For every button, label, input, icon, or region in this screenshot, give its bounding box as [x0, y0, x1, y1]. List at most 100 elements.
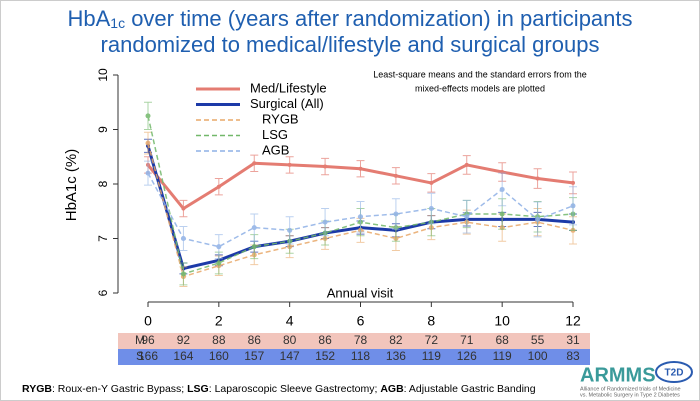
data-point [464, 214, 470, 220]
data-point [464, 162, 469, 167]
legend-label: Med/Lifestyle [250, 80, 327, 95]
series [144, 160, 577, 260]
y-tick-label: 6 [96, 289, 110, 296]
data-point [535, 176, 540, 181]
data-point [145, 140, 151, 146]
logo-badge [655, 361, 693, 383]
table-cell: 166 [138, 349, 158, 363]
data-point [287, 227, 293, 233]
data-point [393, 173, 398, 178]
table-cell: 136 [386, 349, 406, 363]
title-prefix: HbA [67, 6, 110, 31]
table-cell: 78 [354, 333, 368, 347]
title-rest: over time (years after randomization) in… [125, 6, 632, 31]
logo: ARMMS T2D Alliance of Randomized trials … [580, 361, 693, 398]
table-cell: 82 [389, 333, 403, 347]
table-cell: 152 [315, 349, 335, 363]
data-point [180, 271, 186, 277]
title-line-1: HbA1c over time (years after randomizati… [67, 6, 632, 31]
table-cell: 88 [212, 333, 226, 347]
y-axis-label: HbA1c (%) [63, 149, 80, 222]
table-row-label: S [136, 349, 144, 363]
footnote-desc: : Roux-en-Y Gastric Bypass; [52, 383, 187, 395]
table-cell: 147 [280, 349, 300, 363]
annotation: Least-square means and the standard erro… [373, 69, 587, 79]
table-cell: 96 [141, 333, 155, 347]
table-cell: 71 [460, 333, 474, 347]
data-point [499, 211, 505, 217]
table-cell: 100 [528, 349, 548, 363]
data-point [535, 216, 541, 222]
table-cell: 157 [244, 349, 264, 363]
data-point [251, 225, 257, 231]
table-cell: 118 [351, 349, 370, 363]
table-cell: 72 [425, 333, 439, 347]
table-row-label: M [135, 333, 145, 347]
data-point [145, 170, 151, 176]
footnote-text: RYGB: Roux-en-Y Gastric Bypass; LSG: Lap… [22, 383, 536, 395]
footnote-abbr: AGB [380, 383, 404, 395]
table-cell: 119 [422, 349, 441, 363]
table-cell: 164 [173, 349, 193, 363]
y-tick-label: 7 [96, 235, 110, 242]
table-cell: 83 [566, 349, 580, 363]
x-tick-label: 12 [565, 313, 581, 329]
footnote-desc: : Adjustable Gastric Banding [404, 383, 536, 395]
logo-tagline: vs. Metabolic Surgery in Type 2 Diabetes [580, 392, 680, 398]
data-point [216, 244, 222, 250]
footnote-abbr: RYGB [22, 383, 52, 395]
data-point [251, 244, 257, 250]
x-tick-label: 0 [144, 313, 152, 329]
x-tick-label: 6 [357, 313, 365, 329]
x-tick-label: 10 [494, 313, 510, 329]
table-cell: 80 [283, 333, 297, 347]
data-point [428, 206, 434, 212]
legend-label: RYGB [262, 111, 299, 126]
table-cell: 31 [566, 333, 580, 347]
table-row [118, 349, 590, 365]
logo-tagline: Alliance of Randomized trials of Medicin… [580, 386, 681, 392]
x-tick-label: 2 [215, 313, 223, 329]
x-tick-label: 4 [286, 313, 294, 329]
table-cell: 119 [493, 349, 512, 363]
data-point [181, 206, 186, 211]
data-point [499, 186, 505, 192]
y-tick-label: 10 [96, 68, 110, 82]
table-cell: 86 [248, 333, 262, 347]
table-row [118, 333, 590, 349]
footnote: RYGB: Roux-en-Y Gastric Bypass; LSG: Lap… [22, 383, 536, 395]
data-point [145, 113, 151, 119]
annotation: mixed-effects models are plotted [415, 83, 545, 93]
data-point [287, 162, 292, 167]
y-tick-label: 9 [96, 126, 110, 133]
data-point [252, 161, 257, 166]
x-tick-label: 8 [427, 313, 435, 329]
legend-label: LSG [262, 127, 288, 142]
data-point [358, 166, 363, 171]
data-point [323, 164, 328, 169]
table-cell: 126 [457, 349, 477, 363]
legend-label: Surgical (All) [250, 96, 324, 111]
data-point [571, 180, 575, 185]
table-cell: 55 [531, 333, 545, 347]
footnote-abbr: LSG [187, 383, 209, 395]
data-point [216, 184, 221, 189]
y-tick-label: 8 [96, 180, 110, 187]
footnote-desc: : Laparoscopic Sleeve Gastrectomy; [209, 383, 381, 395]
data-point [570, 203, 576, 209]
data-point [358, 214, 363, 220]
x-axis-label: Annual visit [327, 285, 394, 300]
data-point [393, 211, 399, 217]
table-cell: 68 [495, 333, 509, 347]
legend-label: AGB [262, 142, 289, 157]
data-point [180, 236, 186, 241]
logo-badge-text: T2D [665, 368, 684, 379]
table-cell: 92 [177, 333, 191, 347]
logo-name: ARMMS [580, 364, 656, 386]
data-point [322, 219, 328, 225]
title-line-2: randomized to medical/lifestyle and surg… [101, 32, 600, 57]
title-subscript: 1c [110, 15, 125, 31]
table-cell: 160 [209, 349, 229, 363]
data-point [429, 180, 434, 185]
